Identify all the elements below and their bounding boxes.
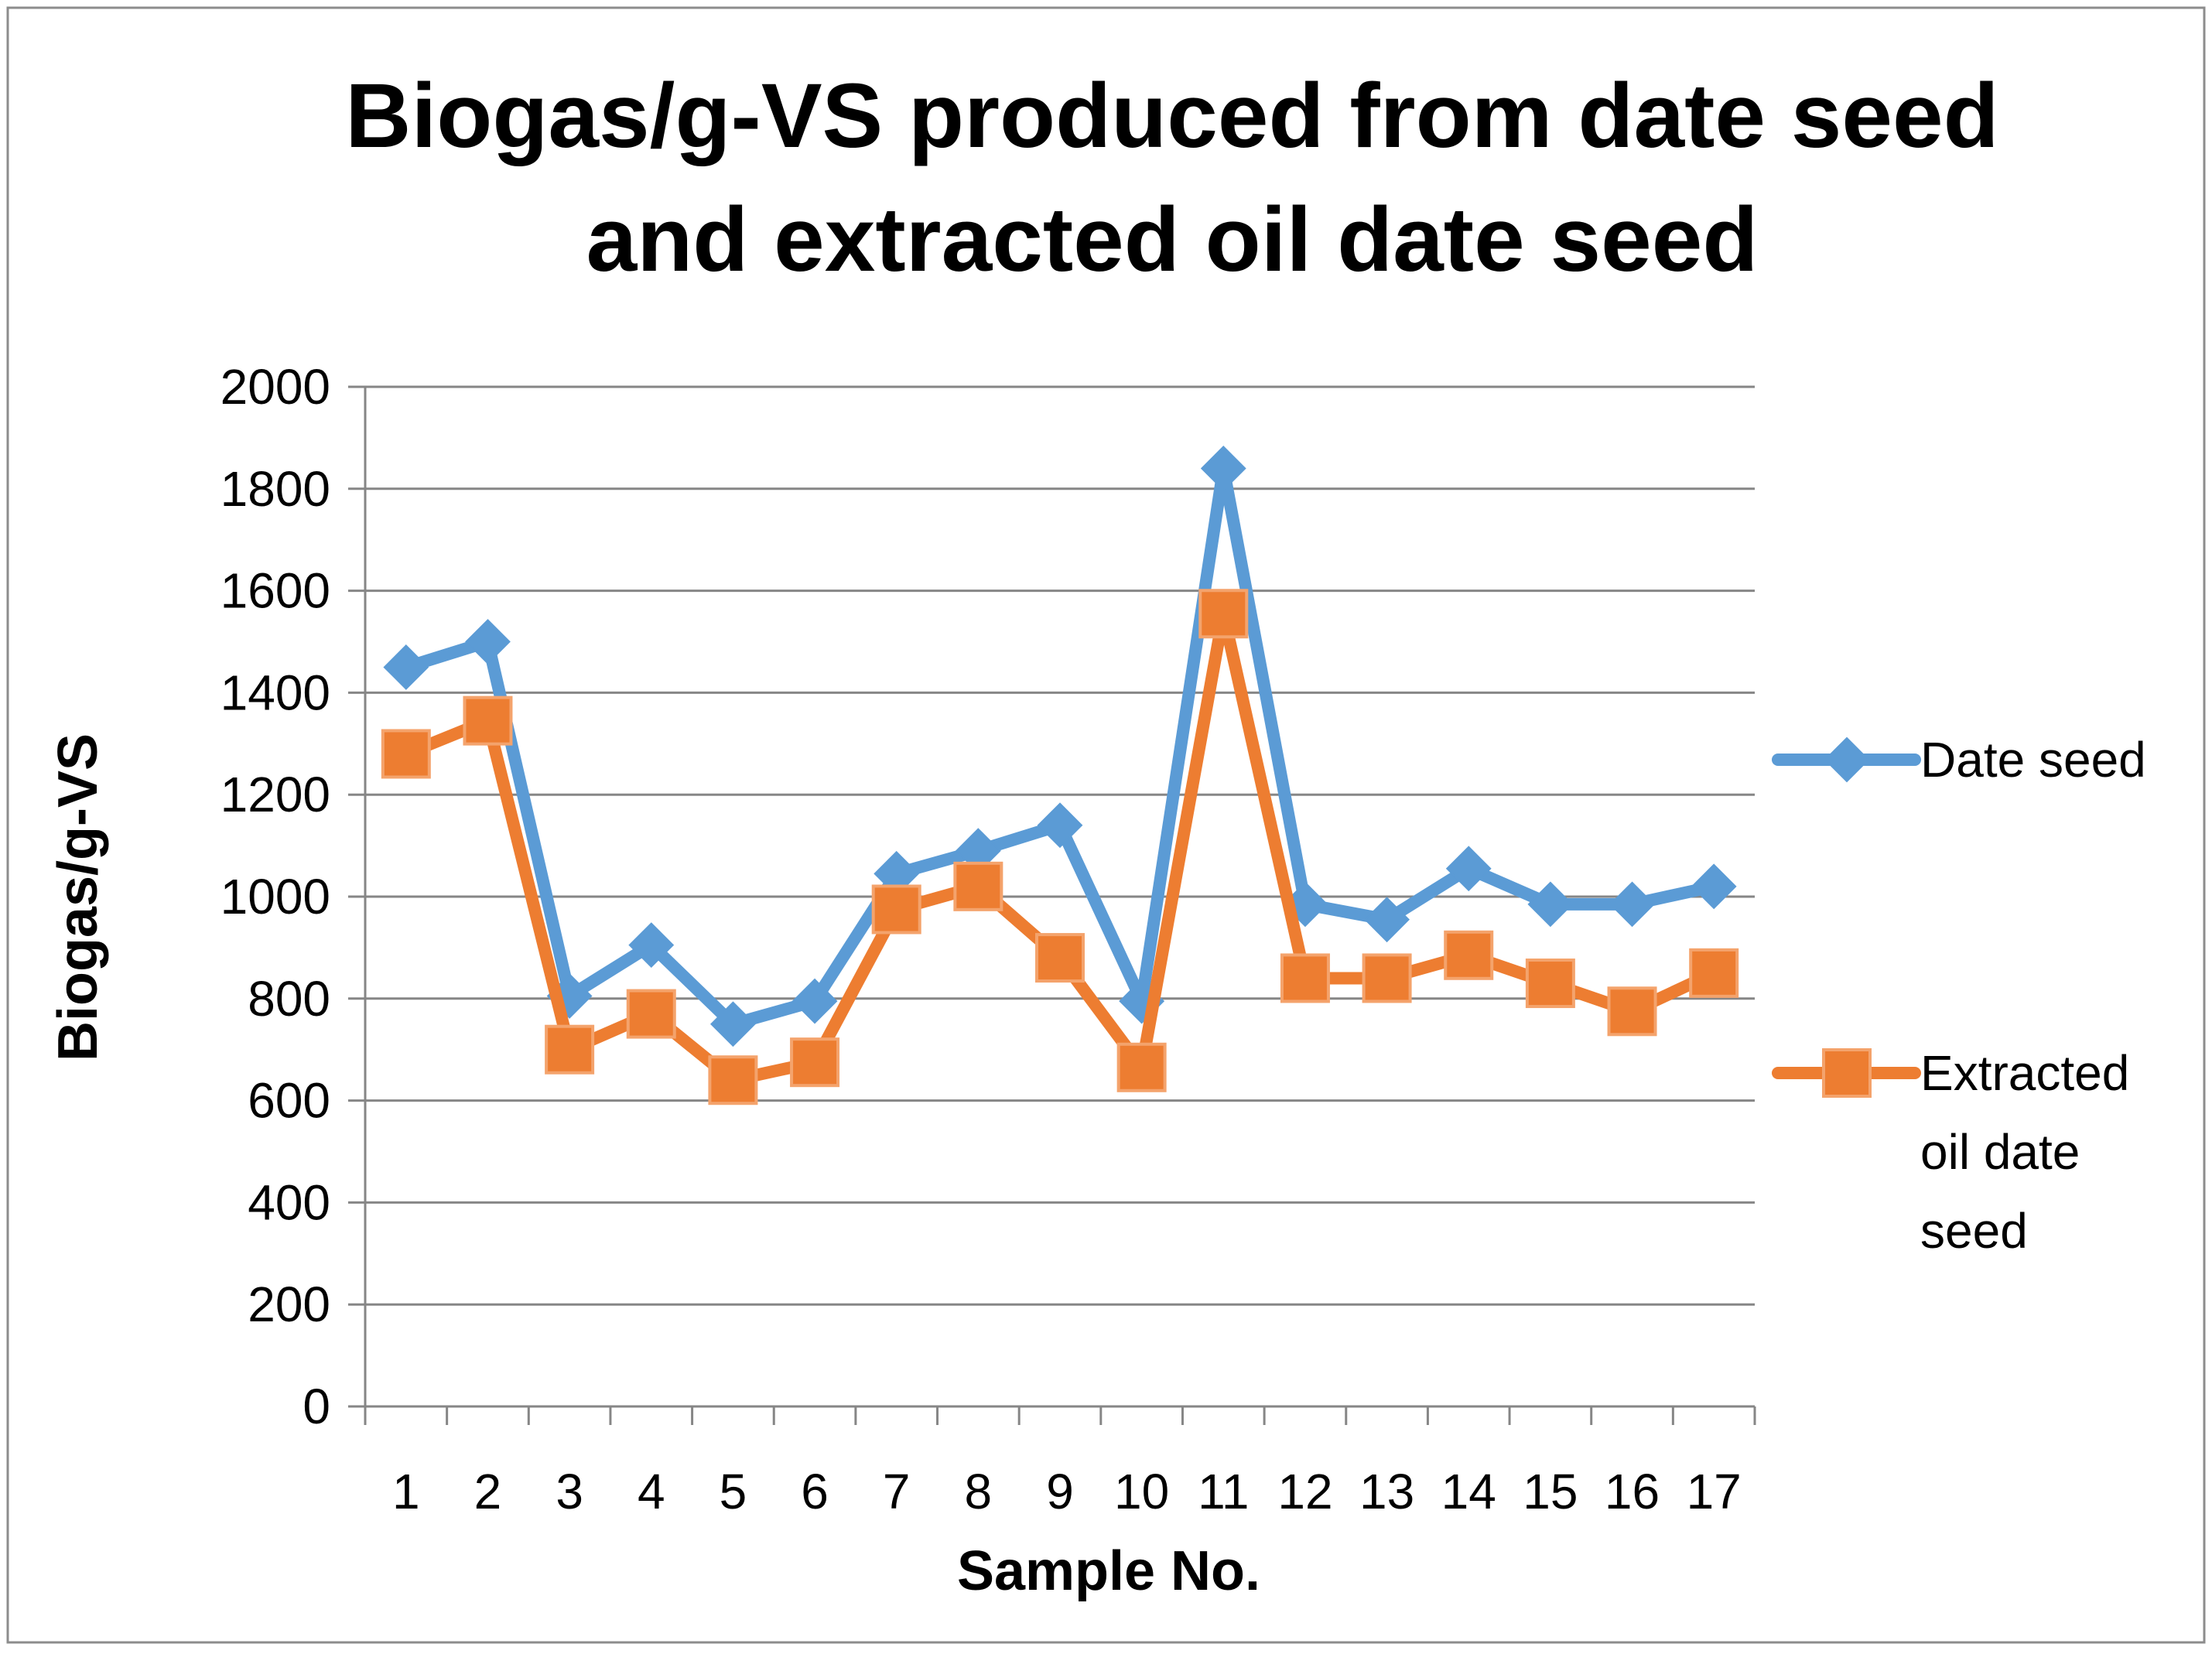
extracted-oil-point-2 <box>463 695 513 746</box>
chart-frame <box>6 6 2206 1644</box>
x-tick-labels: 1 2 3 4 5 6 7 8 9 10 11 12 13 14 15 16 17 <box>392 1464 1742 1519</box>
y-tick-label: 600 <box>248 1073 330 1129</box>
extracted-oil-point-7 <box>871 884 921 935</box>
extracted-oil-point-15 <box>1525 959 1575 1009</box>
y-tick-labels: 0 200 400 600 800 1000 1200 1400 1600 1800 2000 <box>221 359 330 1434</box>
date-seed-point-15 <box>1527 881 1574 928</box>
legend-marker-extracted-oil-date-seed <box>1822 1048 1872 1098</box>
x-tick-label: 9 <box>1046 1464 1074 1519</box>
extracted-oil-point-14 <box>1444 930 1494 980</box>
legend-label-extracted-oil-date-seed: Extracted <box>1920 1045 2129 1101</box>
date-seed-point-6 <box>791 978 838 1024</box>
extracted-oil-point-17 <box>1689 948 1739 998</box>
y-tick-label: 1800 <box>221 461 330 517</box>
y-tick-label: 0 <box>303 1379 330 1434</box>
extracted-oil-point-5 <box>708 1055 758 1106</box>
x-tick-label: 7 <box>883 1464 911 1519</box>
x-tick-label: 14 <box>1441 1464 1496 1519</box>
x-tick-label: 6 <box>801 1464 829 1519</box>
x-tick-label: 3 <box>556 1464 583 1519</box>
extracted-oil-point-6 <box>790 1037 840 1088</box>
legend-label-date-seed: Date seed <box>1920 732 2146 788</box>
y-tick-label: 400 <box>248 1174 330 1230</box>
series <box>381 446 1739 1106</box>
extracted-oil-point-3 <box>545 1024 595 1075</box>
date-seed-point-2 <box>465 619 511 665</box>
extracted-oil-point-16 <box>1607 986 1657 1037</box>
x-axis-title: Sample No. <box>957 1540 1260 1602</box>
chart-title-line-2: and extracted oil date seed <box>586 189 1759 291</box>
date-seed-point-5 <box>709 1001 756 1047</box>
axes <box>348 385 1756 1425</box>
date-seed-point-11 <box>1200 446 1246 491</box>
x-tick-label: 10 <box>1114 1464 1169 1519</box>
legend-marker-date-seed <box>1824 736 1870 783</box>
y-tick-label: 1000 <box>221 869 330 924</box>
date-seed-point-14 <box>1445 846 1492 892</box>
extracted-oil-point-10 <box>1116 1042 1167 1092</box>
extracted-oil-point-1 <box>381 729 431 779</box>
y-tick-label: 2000 <box>221 359 330 415</box>
x-tick-label: 2 <box>474 1464 502 1519</box>
date-seed-point-9 <box>1037 802 1083 849</box>
date-seed-point-1 <box>383 644 429 690</box>
y-tick-label: 1600 <box>221 563 330 619</box>
extracted-oil-point-9 <box>1035 933 1085 983</box>
extracted-oil-point-13 <box>1362 953 1412 1003</box>
extracted-oil-point-12 <box>1280 953 1330 1003</box>
x-tick-label: 13 <box>1359 1464 1414 1519</box>
chart-title-line-1: Biogas/g-VS produced from date seed <box>345 65 1998 167</box>
legend: Date seed Extracted oil date seed <box>1772 732 2146 1259</box>
date-seed-point-13 <box>1364 897 1410 943</box>
y-tick-label: 1200 <box>221 767 330 822</box>
y-axis-title: Biogas/g-VS <box>47 733 109 1061</box>
x-tick-label: 17 <box>1687 1464 1742 1519</box>
x-tick-label: 4 <box>638 1464 665 1519</box>
y-tick-label: 200 <box>248 1276 330 1332</box>
legend-label-extracted-oil-date-seed: oil date <box>1920 1124 2080 1180</box>
date-seed-point-17 <box>1691 863 1737 910</box>
x-tick-label: 15 <box>1523 1464 1578 1519</box>
x-tick-label: 16 <box>1605 1464 1660 1519</box>
gridlines <box>365 385 1755 1306</box>
x-tick-label: 5 <box>720 1464 747 1519</box>
date-seed-point-4 <box>628 922 675 969</box>
y-tick-label: 1400 <box>221 665 330 720</box>
x-tick-label: 8 <box>965 1464 993 1519</box>
extracted-oil-point-8 <box>953 861 1003 911</box>
x-tick-label: 12 <box>1277 1464 1332 1519</box>
extracted-oil-point-4 <box>626 989 676 1039</box>
legend-label-extracted-oil-date-seed: seed <box>1920 1203 2028 1259</box>
date-seed-point-16 <box>1609 881 1655 928</box>
x-tick-label: 11 <box>1198 1464 1249 1519</box>
extracted-oil-point-11 <box>1198 589 1249 639</box>
y-tick-label: 800 <box>248 971 330 1027</box>
x-tick-label: 1 <box>392 1464 420 1519</box>
